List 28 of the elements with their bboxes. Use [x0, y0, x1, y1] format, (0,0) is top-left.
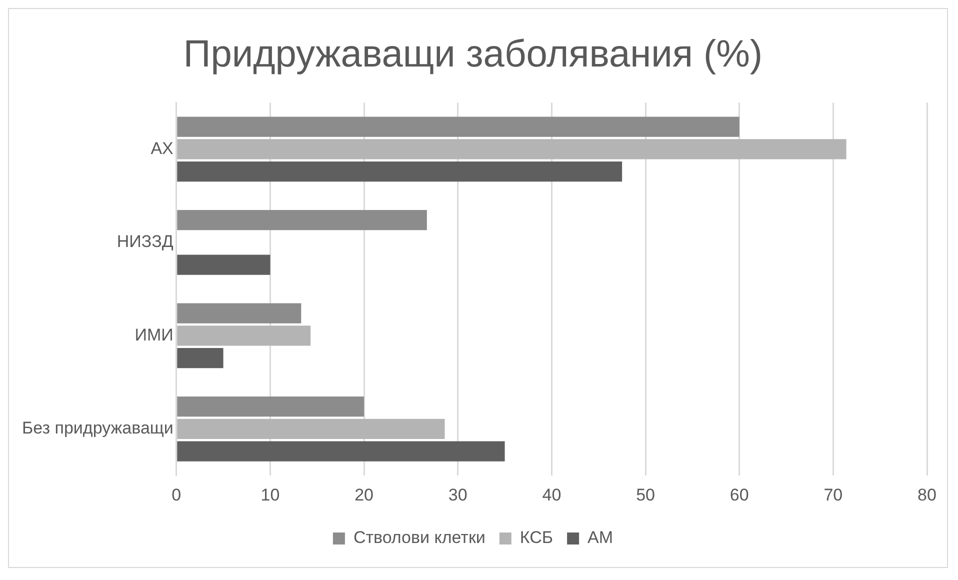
bar — [177, 348, 224, 368]
x-tick-label: 40 — [542, 485, 562, 504]
x-tick-label: 10 — [260, 485, 280, 504]
bar — [177, 116, 740, 137]
bar — [177, 441, 505, 462]
y-tick-label: АХ — [150, 138, 174, 158]
y-tick-label: ИМИ — [134, 325, 174, 344]
y-tick-label: НИЗЗД — [116, 232, 174, 252]
legend-label: АМ — [588, 528, 614, 548]
y-tick-label: Без придружаващи — [22, 418, 174, 438]
x-tick-label: 30 — [448, 485, 468, 504]
bar — [177, 418, 445, 440]
x-tick-label: 60 — [730, 485, 749, 504]
bar — [177, 396, 364, 417]
legend-label: Стволови клетки — [353, 528, 486, 548]
x-tick-label: 20 — [354, 485, 374, 504]
x-tick-label: 80 — [918, 485, 936, 504]
bar — [177, 303, 302, 324]
x-tick-label: 50 — [636, 485, 655, 504]
bar — [177, 210, 427, 230]
bar — [177, 139, 846, 160]
x-tick-label: 0 — [172, 485, 182, 504]
legend-label: КСБ — [520, 528, 554, 548]
bar — [177, 254, 270, 275]
bar — [177, 326, 311, 346]
bar — [177, 162, 622, 182]
x-tick-label: 70 — [824, 485, 843, 504]
chart-title: Придружаващи заболявания (%) — [183, 33, 763, 76]
